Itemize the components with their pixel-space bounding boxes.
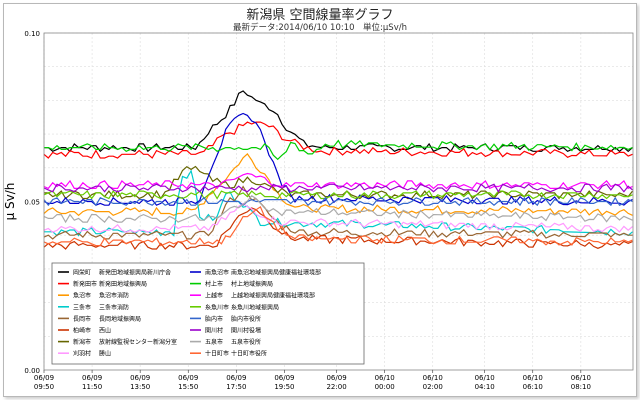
legend-name: 岡栄町 (73, 269, 91, 277)
legend-box (51, 262, 365, 365)
x-tick-date: 06/10 (423, 374, 443, 382)
series-line-11 (43, 190, 633, 200)
series-line-10 (43, 172, 633, 190)
x-tick-date: 06/09 (326, 374, 346, 382)
x-tick-date: 06/10 (475, 374, 495, 382)
series-line-12 (43, 196, 633, 207)
legend-location: 胎内市役所 (231, 315, 261, 323)
series-line-4 (43, 185, 633, 240)
legend-name: 村上市 (205, 280, 223, 288)
plot-area (43, 32, 634, 371)
x-tick-time: 04:10 (475, 383, 495, 391)
y-axis: 0.10 0.05 0.00 μ Sv/h (3, 30, 40, 375)
legend-name: 新潟市 (73, 338, 91, 346)
chart-subtitle: 最新データ:2014/06/10 10:10 単位:μSv/h (232, 23, 407, 33)
x-tick-time: 11:50 (82, 383, 102, 391)
series-line-2 (43, 152, 633, 217)
legend-location: 西山 (99, 327, 111, 335)
series-line-1 (43, 121, 633, 159)
x-tick-time: 06:10 (523, 383, 543, 391)
x-tick-date: 06/09 (226, 374, 246, 382)
x-tick-time: 09:50 (34, 383, 54, 391)
legend-location: 村上地域振興局 (231, 280, 273, 288)
x-tick-date: 06/09 (130, 374, 150, 382)
legend-location: 新発田地域振興局新川庁舎 (99, 269, 171, 277)
series-line-7 (43, 202, 633, 233)
series-line-0 (44, 90, 633, 153)
chart-series (43, 90, 633, 251)
legend-name: 柏崎市 (73, 327, 91, 335)
legend-name: 南魚沼市 (205, 269, 229, 277)
x-tick-time: 17:50 (226, 383, 246, 391)
legend-location: 五泉市役所 (231, 338, 261, 346)
x-tick-time: 13:50 (130, 383, 150, 391)
legend-name: 糸魚川市 (205, 303, 229, 311)
legend-name: 長岡市 (73, 315, 91, 323)
legend-location: 新発田地域振興局 (99, 280, 147, 288)
legend-name: 魚沼市 (73, 292, 91, 300)
x-tick-time: 00:00 (375, 383, 395, 391)
series-line-3 (44, 169, 633, 237)
series-line-13 (43, 183, 633, 193)
y-axis-label: μ Sv/h (3, 183, 17, 221)
x-tick-time: 19:50 (274, 383, 294, 391)
legend-name: 関川村 (205, 327, 223, 335)
x-tick-date: 06/10 (375, 374, 395, 382)
legend-location: 上越地域振興局健康福祉環境部 (231, 292, 315, 300)
x-tick-date: 06/10 (523, 374, 543, 382)
legend-name: 刈羽村 (73, 350, 91, 358)
x-tick-date: 06/10 (571, 374, 591, 382)
y-tick-label: 0.05 (24, 199, 40, 207)
series-line-14 (43, 195, 633, 224)
x-tick-time: 15:50 (178, 383, 198, 391)
legend-location: 糸魚川地域振興局 (231, 303, 279, 311)
series-line-9 (44, 139, 633, 161)
legend-name: 上越市 (205, 292, 223, 300)
x-tick-time: 02:00 (423, 383, 443, 391)
series-line-6 (44, 165, 633, 200)
legend-location: 勝山 (99, 350, 111, 358)
chart-title: 新潟県 空間線量率グラフ (246, 8, 394, 23)
x-tick-time: 08:10 (571, 383, 591, 391)
x-tick-date: 06/09 (82, 374, 102, 382)
x-tick-date: 06/09 (274, 374, 294, 382)
legend-location: 関川村役場 (231, 327, 261, 335)
legend-location: 長岡地域振興局 (99, 315, 141, 323)
legend-location: 三条市消防 (99, 303, 129, 311)
series-line-5 (43, 207, 633, 251)
x-tick-date: 06/09 (34, 374, 54, 382)
legend-name: 三条市 (73, 303, 91, 311)
legend-name: 胎内市 (205, 315, 223, 323)
x-tick-time: 22:00 (326, 383, 346, 391)
legend-location: 十日町市役所 (231, 350, 267, 358)
series-line-8 (43, 112, 633, 206)
legend-location: 南魚沼地域振興局健康福祉環境部 (231, 269, 321, 277)
legend-name: 新発田市 (73, 280, 97, 288)
legend-location: 放射線監視センター新潟分室 (99, 338, 177, 346)
legend-name: 五泉市 (205, 338, 223, 346)
legend-location: 魚沼市消防 (99, 292, 129, 300)
x-axis: 06/0909:5006/0911:5006/0913:5006/0915:50… (34, 370, 591, 391)
y-tick-label: 0.10 (24, 30, 40, 38)
x-tick-date: 06/09 (178, 374, 198, 382)
legend-name: 十日町市 (205, 350, 229, 358)
series-line-15 (43, 206, 633, 247)
y-tick-label: 0.00 (24, 367, 40, 375)
